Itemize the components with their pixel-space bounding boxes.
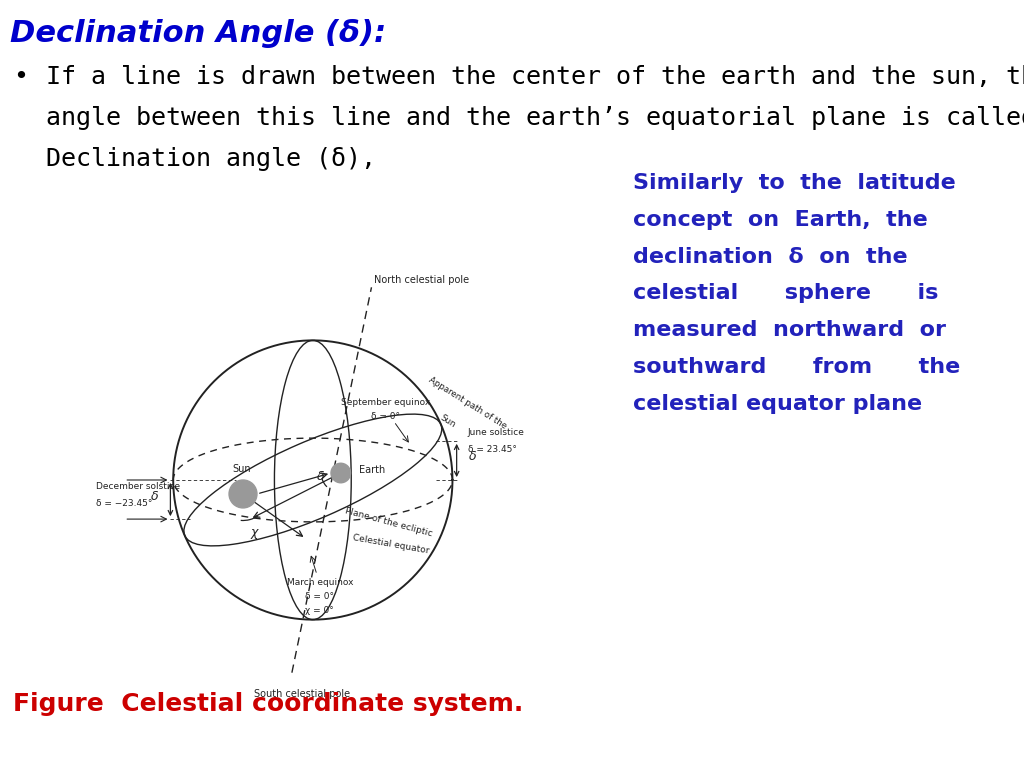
Text: If a line is drawn between the center of the earth and the sun, the: If a line is drawn between the center of… (46, 65, 1024, 89)
Text: $\delta$: $\delta$ (151, 489, 160, 502)
Text: $\chi$: $\chi$ (250, 527, 260, 541)
Circle shape (331, 463, 350, 483)
Text: December solstice: December solstice (96, 482, 180, 492)
Text: Earth: Earth (358, 465, 385, 475)
Text: Similarly  to  the  latitude: Similarly to the latitude (633, 173, 955, 193)
Text: δ = 0°: δ = 0° (371, 412, 400, 422)
Text: measured  northward  or: measured northward or (633, 320, 946, 340)
Circle shape (229, 480, 257, 508)
Text: concept  on  Earth,  the: concept on Earth, the (633, 210, 928, 230)
Text: South celestial pole: South celestial pole (254, 690, 350, 700)
Text: March equinox: March equinox (287, 578, 353, 587)
Text: χ = 0°: χ = 0° (305, 606, 334, 614)
Text: δ = 0°: δ = 0° (305, 591, 334, 601)
Text: declination  δ  on  the: declination δ on the (633, 247, 907, 266)
Text: $\delta$: $\delta$ (315, 470, 325, 483)
Text: Declination Angle (δ):: Declination Angle (δ): (10, 19, 386, 48)
Text: Figure  Celestial coordinate system.: Figure Celestial coordinate system. (13, 692, 523, 716)
Text: •: • (13, 65, 29, 89)
Text: δ = −23.45°: δ = −23.45° (96, 499, 153, 508)
Text: Declination angle (δ),: Declination angle (δ), (46, 147, 376, 170)
Text: Sun: Sun (232, 465, 251, 475)
Text: δ = 23.45°: δ = 23.45° (468, 445, 517, 454)
Text: September equinox: September equinox (341, 399, 430, 407)
Text: Apparent path of the: Apparent path of the (427, 376, 509, 431)
Text: angle between this line and the earth’s equatorial plane is called the: angle between this line and the earth’s … (46, 106, 1024, 130)
Text: Celestial equator: Celestial equator (352, 533, 430, 555)
Text: celestial      sphere      is: celestial sphere is (633, 283, 938, 303)
Text: June solstice: June solstice (468, 428, 524, 437)
Text: Sun: Sun (438, 413, 458, 429)
Text: Plane of the ecliptic: Plane of the ecliptic (344, 506, 433, 538)
Text: North celestial pole: North celestial pole (375, 274, 469, 284)
Text: celestial equator plane: celestial equator plane (633, 394, 922, 414)
Text: $\delta$: $\delta$ (468, 451, 477, 463)
Text: southward      from      the: southward from the (633, 357, 961, 377)
